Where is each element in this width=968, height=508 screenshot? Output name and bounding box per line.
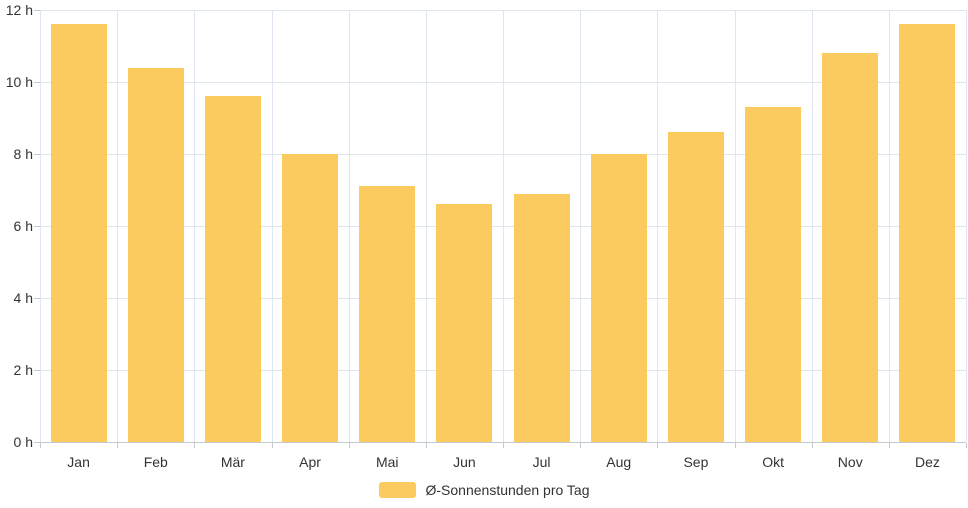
x-axis-label: Jul (532, 454, 551, 470)
bar-month-4[interactable] (282, 154, 339, 442)
gridline-vertical (811, 10, 813, 442)
bar-month-6[interactable] (436, 204, 493, 442)
x-axis-tick (40, 443, 41, 448)
bar-month-3[interactable] (204, 96, 261, 442)
bar-month-2[interactable] (127, 67, 184, 442)
x-axis-line (40, 442, 966, 443)
legend-label: Ø-Sonnenstunden pro Tag (425, 482, 590, 498)
gridline-vertical (194, 10, 196, 442)
plot-area (40, 10, 967, 443)
x-axis-label: Jun (453, 454, 476, 470)
bar-month-1[interactable] (50, 24, 107, 442)
y-axis-tick (34, 10, 40, 11)
x-axis-tick (657, 443, 659, 448)
x-axis-label: Mär (220, 454, 245, 470)
x-axis-tick (580, 443, 582, 448)
x-axis-label: Nov (837, 454, 863, 470)
gridline-vertical (657, 10, 659, 442)
gridline-vertical (888, 10, 890, 442)
y-axis-label: 12 h (5, 2, 33, 18)
y-axis-tick (34, 442, 40, 443)
x-axis-tick (348, 443, 350, 448)
bar-month-7[interactable] (513, 193, 570, 442)
bar-month-5[interactable] (359, 186, 416, 442)
gridline-vertical (348, 10, 350, 442)
y-axis-tick (34, 370, 40, 371)
x-axis-tick (425, 443, 427, 448)
legend-swatch-icon (378, 482, 416, 498)
y-axis-tick (34, 154, 40, 155)
gridline-vertical (966, 10, 967, 442)
y-axis-label: 4 h (13, 290, 33, 306)
gridline-vertical (425, 10, 427, 442)
y-axis-tick (34, 82, 40, 83)
gridline-vertical (117, 10, 119, 442)
bar-month-12[interactable] (899, 24, 956, 442)
x-axis-label: Aug (606, 454, 632, 470)
bar-month-9[interactable] (667, 132, 724, 442)
bar-month-8[interactable] (590, 154, 647, 442)
x-axis-tick (734, 443, 736, 448)
y-axis-label: 0 h (13, 434, 33, 450)
x-axis-tick (117, 443, 119, 448)
y-axis-label: 8 h (13, 146, 33, 162)
x-axis-tick (888, 443, 890, 448)
x-axis-tick (966, 443, 967, 448)
x-axis-label: Okt (762, 454, 784, 470)
y-axis-label: 10 h (5, 74, 33, 90)
y-axis-tick (34, 226, 40, 227)
x-axis-label: Apr (299, 454, 321, 470)
x-axis-tick (811, 443, 813, 448)
bar-month-11[interactable] (822, 53, 879, 442)
x-axis-label: Mai (375, 454, 399, 470)
gridline-vertical (271, 10, 273, 442)
legend-item-sonnenstunden[interactable]: Ø-Sonnenstunden pro Tag (0, 481, 968, 499)
y-axis-tick (34, 298, 40, 299)
x-axis-label: Sep (683, 454, 709, 470)
y-axis-label: 6 h (13, 218, 33, 234)
x-axis-tick (503, 443, 504, 448)
bar-month-10[interactable] (745, 107, 802, 442)
x-axis-label: Feb (143, 454, 168, 470)
gridline-vertical (580, 10, 582, 442)
gridline-vertical (503, 10, 504, 442)
x-axis-label: Dez (914, 454, 940, 470)
x-axis-tick (194, 443, 196, 448)
y-axis-label: 2 h (13, 362, 33, 378)
y-axis-line (40, 10, 41, 442)
x-axis-label: Jan (67, 454, 90, 470)
x-axis-tick (271, 443, 273, 448)
gridline-vertical (734, 10, 736, 442)
